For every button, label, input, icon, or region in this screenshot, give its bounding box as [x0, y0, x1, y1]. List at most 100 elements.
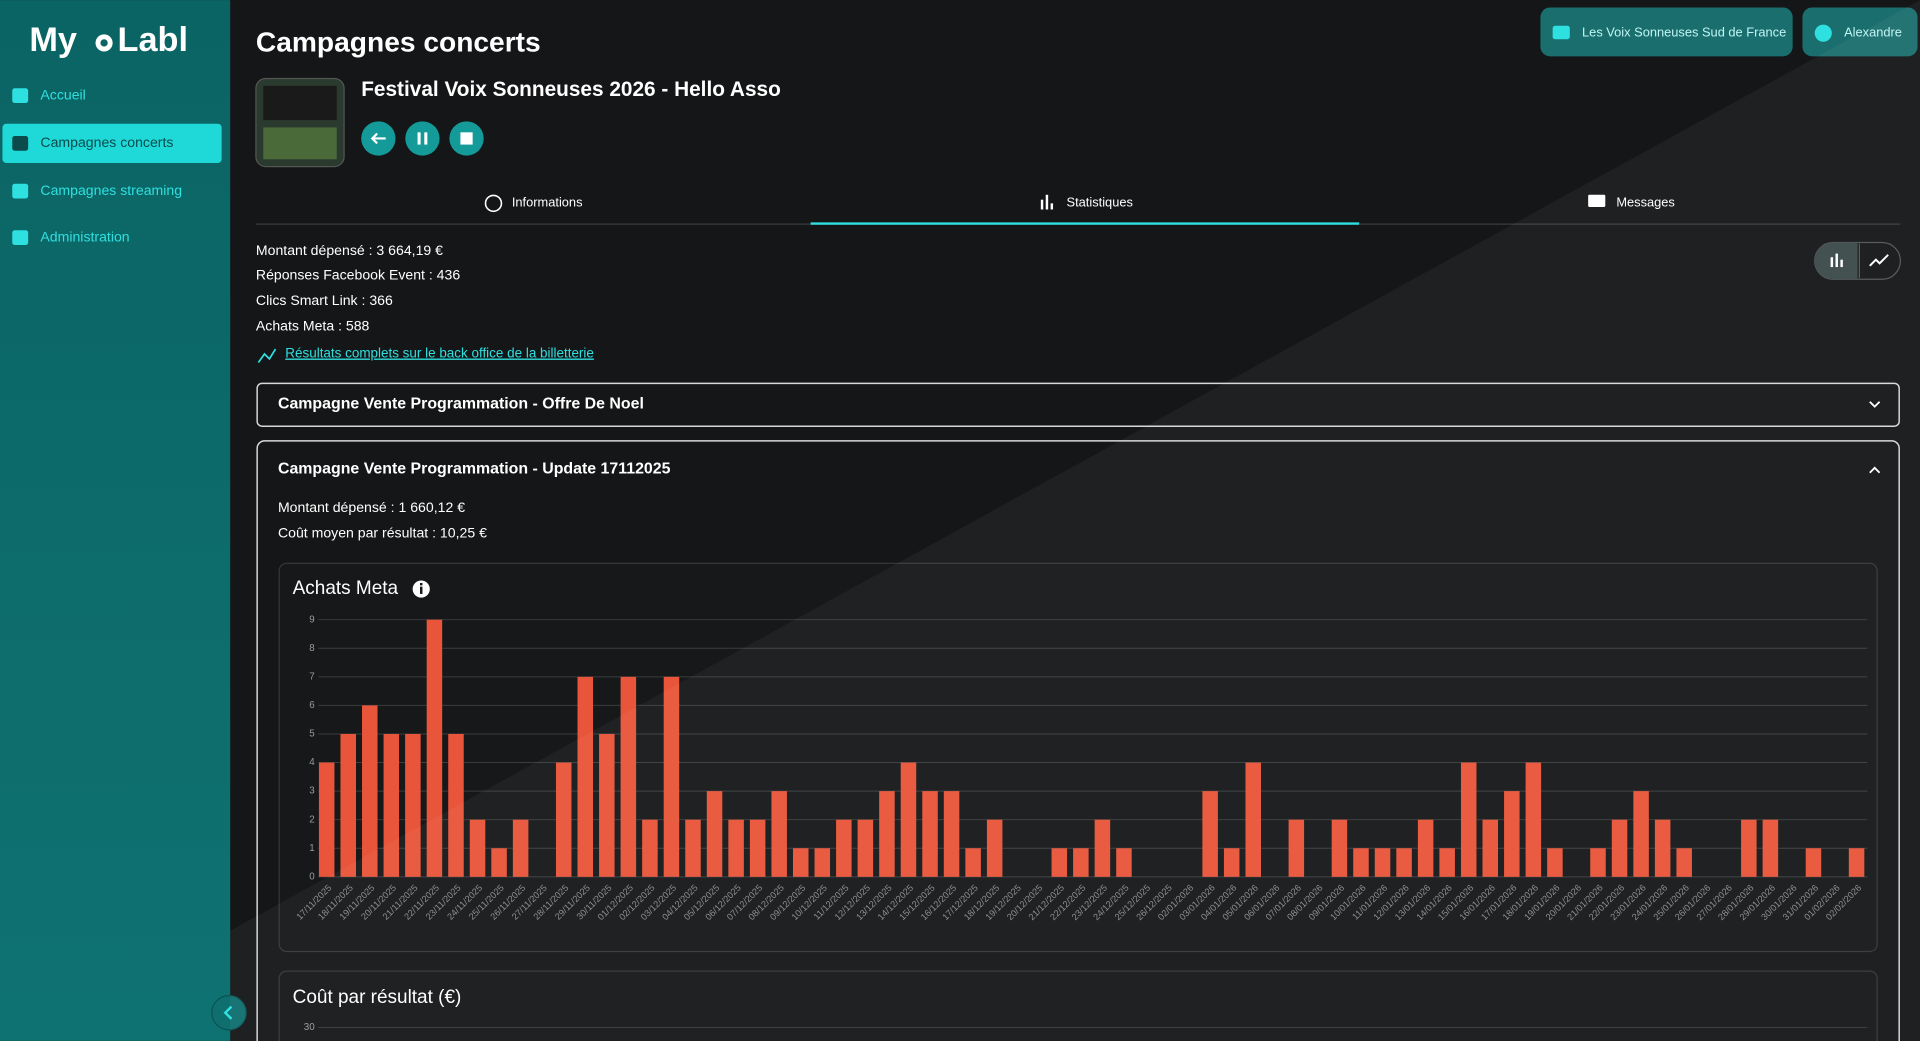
bar	[900, 762, 917, 877]
y-tick-label: 6	[309, 700, 315, 711]
bar	[1051, 848, 1068, 877]
bar	[469, 819, 486, 877]
bar	[1504, 791, 1520, 877]
bar	[1633, 791, 1649, 877]
y-tick-label: 2	[309, 814, 314, 825]
pause-button[interactable]	[405, 121, 440, 156]
accordion[interactable]	[256, 440, 1900, 1041]
sidebar	[0, 0, 231, 1041]
stat-line: Clics Smart Link : 366	[256, 292, 393, 308]
stats-tab-icon	[1045, 194, 1049, 210]
bar	[1611, 819, 1628, 877]
bar	[555, 762, 572, 877]
user-icon	[1814, 24, 1832, 42]
nav-active-bg	[2, 123, 222, 163]
org-button[interactable]	[1540, 7, 1793, 57]
bar	[1460, 762, 1477, 877]
bar	[922, 791, 938, 877]
cover-art	[263, 127, 337, 160]
bar	[1805, 848, 1822, 877]
user-button-label: Alexandre	[1844, 25, 1902, 40]
nav: Accueil Campagnes concerts Campagnes strea…	[12, 86, 182, 245]
nav-item[interactable]: Administration	[40, 228, 129, 244]
bar-view-icon	[1835, 253, 1838, 268]
bar	[857, 819, 874, 877]
bar	[1094, 819, 1111, 877]
bar	[836, 819, 852, 877]
pause-icon	[424, 132, 428, 145]
bar	[986, 819, 1003, 877]
logo: My	[29, 21, 77, 59]
nav-icon	[12, 136, 29, 151]
nav-item[interactable]: Campagnes concerts	[40, 134, 173, 150]
user-button[interactable]	[1802, 7, 1918, 57]
bar	[1525, 762, 1542, 877]
stat-line: Achats Meta : 588	[256, 318, 370, 334]
logo-icon	[100, 39, 108, 47]
logo: Labl	[118, 21, 188, 59]
nav-item[interactable]: Accueil	[40, 86, 85, 102]
info-tab-icon	[484, 194, 503, 213]
toggle-divider	[1858, 243, 1860, 279]
bar	[879, 791, 895, 877]
bar	[814, 848, 831, 877]
bar	[1245, 762, 1261, 877]
y-tick-label: 1	[309, 843, 314, 854]
bar	[965, 848, 981, 877]
bar	[383, 733, 400, 877]
stop-icon	[460, 132, 473, 145]
chart-info-icon	[420, 582, 423, 586]
bar	[1482, 819, 1499, 877]
stat-line: Montant dépensé : 3 664,19 €	[256, 242, 443, 258]
y-tick-label: 5	[309, 729, 315, 740]
bar	[792, 848, 809, 877]
bar	[1116, 848, 1132, 877]
bar	[943, 791, 960, 877]
cover-art	[263, 85, 337, 121]
y-tick-label: 3	[309, 786, 315, 797]
bar	[620, 676, 637, 877]
collapse-icon	[223, 1005, 233, 1020]
nav-item[interactable]: Campagnes streaming	[40, 182, 182, 198]
backoffice-link[interactable]: Résultats complets sur le back office de…	[285, 346, 594, 361]
accordion-title: Campagne Vente Programmation - Offre De …	[278, 395, 644, 412]
bar	[1417, 819, 1434, 877]
y-tick-label: 9	[309, 614, 314, 625]
link-icon	[257, 348, 277, 364]
org-icon	[1552, 25, 1570, 40]
bar	[642, 819, 658, 877]
bar	[448, 733, 464, 877]
bar	[663, 676, 680, 877]
accordion-stat: Montant dépensé : 1 660,12 €	[278, 499, 465, 515]
bar	[1353, 848, 1369, 877]
stats-tab-icon	[1040, 199, 1044, 210]
bar	[1547, 848, 1563, 877]
pause-icon	[417, 132, 421, 145]
bar	[1202, 791, 1218, 877]
bar	[728, 819, 744, 877]
bar	[1762, 819, 1779, 877]
bar	[599, 733, 615, 877]
accordion[interactable]	[256, 382, 1900, 427]
bar	[1848, 848, 1865, 877]
bar	[1331, 819, 1348, 877]
bar	[1676, 848, 1692, 877]
bar	[1439, 848, 1455, 877]
back-icon	[370, 132, 386, 145]
stats: Montant dépensé : 3 664,19 € Réponses Fac…	[256, 242, 460, 334]
collapse-icon	[1869, 466, 1881, 474]
expand-icon	[1869, 401, 1881, 408]
chart-title: Coût par résultat (€)	[293, 987, 462, 1008]
y-tick-label: 8	[309, 643, 315, 654]
tab[interactable]: Messages	[1616, 195, 1675, 210]
line-view-button[interactable]	[1869, 254, 1889, 267]
collapse-button[interactable]	[211, 994, 247, 1031]
accordion-stat: Coût moyen par résultat : 10,25 €	[278, 525, 487, 541]
tab[interactable]: Statistiques	[1067, 195, 1133, 210]
nav-icon	[12, 183, 29, 199]
bar-view-icon	[1830, 257, 1834, 268]
tab[interactable]: Informations	[512, 195, 583, 210]
nav-icon	[12, 88, 29, 103]
